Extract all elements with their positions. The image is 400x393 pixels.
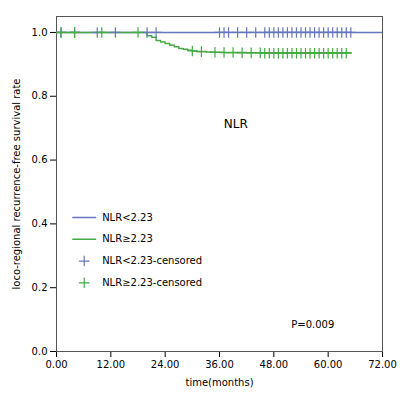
svg-text:NLR: NLR [224,117,248,131]
svg-text:0.0: 0.0 [32,346,48,357]
svg-text:12.00: 12.00 [97,359,126,370]
svg-text:0.4: 0.4 [32,218,48,229]
svg-text:time(months): time(months) [185,377,253,388]
svg-text:0.6: 0.6 [32,154,48,165]
svg-text:NLR<2.23-censored: NLR<2.23-censored [102,255,202,266]
svg-text:NLR≥2.23-censored: NLR≥2.23-censored [102,277,202,288]
svg-text:NLR<2.23: NLR<2.23 [102,212,153,223]
svg-text:P=0.009: P=0.009 [291,319,334,330]
svg-text:0.2: 0.2 [32,282,48,293]
svg-text:loco-regional recurrence-free: loco-regional recurrence-free survival r… [11,78,22,289]
svg-text:24.00: 24.00 [151,359,180,370]
svg-text:48.00: 48.00 [260,359,289,370]
svg-text:36.00: 36.00 [205,359,234,370]
svg-text:72.00: 72.00 [368,359,397,370]
svg-text:0.8: 0.8 [32,90,48,101]
svg-text:60.00: 60.00 [314,359,343,370]
svg-text:1.0: 1.0 [32,27,48,38]
svg-text:NLR≥2.23: NLR≥2.23 [102,233,153,244]
svg-text:0.00: 0.00 [45,359,67,370]
